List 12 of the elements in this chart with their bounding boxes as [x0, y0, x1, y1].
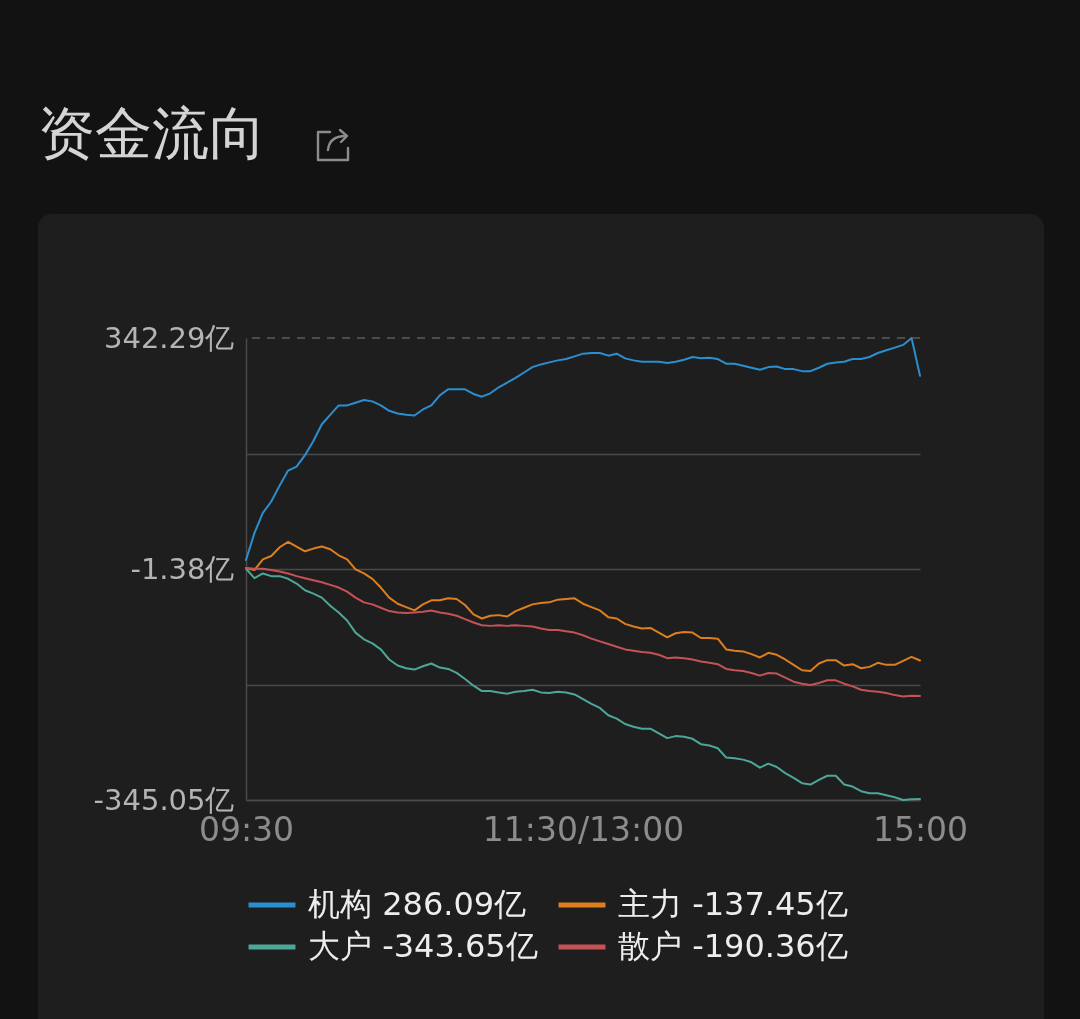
line-series [245, 337, 921, 562]
x-tick-label: 11:30/13:00 [482, 809, 685, 849]
legend-label: 机构 286.09亿 [308, 885, 527, 923]
legend-label: 大户 -343.65亿 [308, 927, 538, 965]
chart-title: 资金流向 [38, 100, 266, 166]
y-tick-label: 342.29亿 [104, 320, 235, 355]
legend-label: 散户 -190.36亿 [618, 927, 848, 965]
legend-label: 主力 -137.45亿 [618, 885, 848, 923]
line-series [245, 567, 921, 698]
y-tick-label: -1.38亿 [130, 551, 235, 586]
line-series [245, 540, 921, 672]
x-tick-label: 15:00 [872, 809, 969, 849]
